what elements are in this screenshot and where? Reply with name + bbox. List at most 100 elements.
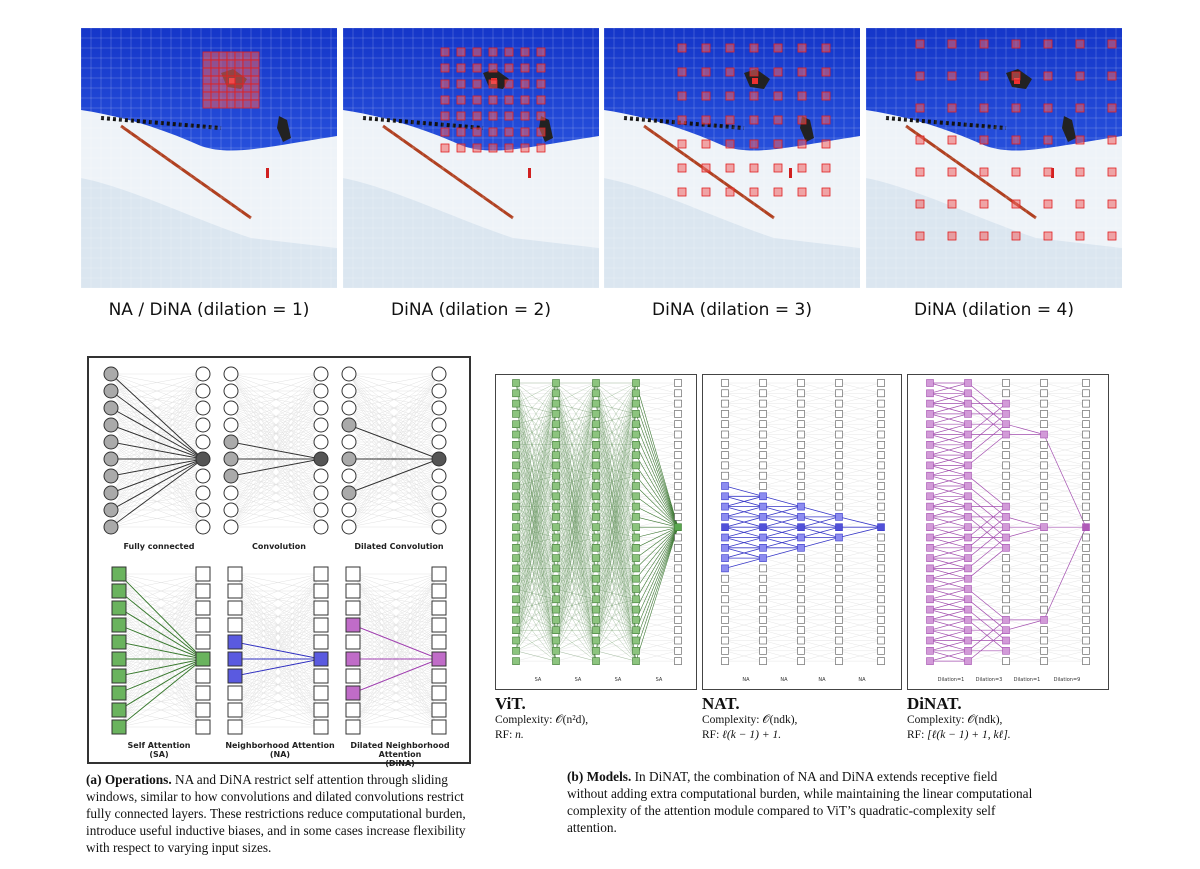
dinat-node-1-11: [964, 492, 972, 501]
dinat-node-2-21: [1002, 595, 1010, 604]
nat-node-0-13: [721, 513, 729, 521]
top-out-1-7: [313, 485, 329, 501]
vit-node-0-1: [512, 389, 520, 398]
vit-node-4-19: [674, 574, 682, 583]
dinat-node-1-1: [964, 389, 972, 398]
dinat-node-1-2: [964, 399, 972, 408]
bot-edge-0-3: [118, 624, 204, 660]
spectators: [885, 116, 1007, 130]
nat-node-0-4: [721, 420, 729, 429]
top-out-1-6: [313, 468, 329, 484]
vit-node-1-21: [552, 595, 560, 604]
dinat-node-3-27: [1040, 657, 1048, 665]
vit-node-0-0: [512, 379, 520, 387]
vit-node-1-7: [552, 451, 560, 459]
nat-layer-label-1: NA: [780, 677, 788, 683]
top-in-1-5: [223, 451, 239, 467]
vit-node-2-10: [592, 482, 600, 490]
vit-node-1-22: [552, 605, 560, 614]
vit-node-1-6: [552, 441, 560, 449]
vit-node-1-24: [552, 626, 560, 634]
vit-final-edge-1: [635, 393, 679, 528]
neighborhood-grid: [440, 47, 546, 153]
bot-in-1-8: [227, 702, 243, 718]
nat-node-0-3: [721, 410, 729, 418]
dinat-node-1-5: [964, 430, 972, 439]
top-edge-0-8: [110, 458, 204, 511]
dinat-layer-label-3: Dilation=9: [1054, 677, 1081, 683]
dinat-node-4-10: [1082, 482, 1090, 490]
dinat-node-4-26: [1082, 646, 1090, 655]
nat-node-3-18: [835, 564, 843, 573]
bot-out-0-6: [195, 668, 211, 684]
nat-node-4-26: [877, 646, 885, 655]
spectators: [100, 116, 222, 130]
nat-node-1-26: [759, 646, 767, 655]
bot-in-2-1: [345, 583, 361, 599]
dinat-node-3-17: [1040, 554, 1048, 562]
vit-node-1-12: [552, 502, 560, 511]
nat-node-1-20: [759, 585, 767, 593]
top-in-0-7: [103, 485, 119, 501]
bot-out-0-0: [195, 566, 211, 582]
top-edge-0-2: [110, 407, 204, 460]
dinat-node-0-3: [926, 410, 934, 418]
bot-out-2-0: [431, 566, 447, 582]
vit-final-edge-11: [635, 496, 679, 528]
dinat-node-1-18: [964, 564, 972, 573]
bot-in-0-6: [111, 668, 127, 684]
vit-node-4-20: [674, 585, 682, 593]
top-out-0-8: [195, 502, 211, 518]
vit-layer-label-2: SA: [615, 677, 622, 683]
bot-in-1-3: [227, 617, 243, 633]
vit-node-2-25: [592, 636, 600, 645]
dinat-node-0-27: [926, 657, 934, 665]
vit-node-3-24: [632, 626, 640, 634]
nat-node-4-12: [877, 502, 885, 511]
vit-node-2-13: [592, 513, 600, 521]
label-self-attention: Self Attention (SA): [109, 741, 209, 759]
bot-out-2-7: [431, 685, 447, 701]
dinat-node-4-20: [1082, 585, 1090, 593]
vit-node-2-6: [592, 441, 600, 449]
dinat-box: Dilation=1 Dilation=3 Dilation=1 Dilation=9: [907, 374, 1109, 690]
nat-node-0-6: [721, 441, 729, 449]
bot-out-2-2: [431, 600, 447, 616]
dinat-node-3-1: [1040, 389, 1048, 398]
bot-in-0-3: [111, 617, 127, 633]
vit-node-2-20: [592, 585, 600, 593]
vit-node-0-25: [512, 636, 520, 645]
vit-node-2-5: [592, 430, 600, 439]
bot-out-0-1: [195, 583, 211, 599]
nat-node-1-5: [759, 430, 767, 439]
nat-node-3-6: [835, 441, 843, 449]
dinat-node-1-21: [964, 595, 972, 604]
nat-node-2-9: [797, 471, 805, 480]
top-out-0-5: [195, 451, 211, 467]
vit-complexity-value: 𝒪(n²d),: [555, 714, 589, 726]
dinat-node-0-25: [926, 636, 934, 645]
dinat-layer-label-2: Dilation=1: [1014, 677, 1041, 683]
vit-node-3-8: [632, 461, 640, 470]
nat-node-3-2: [835, 399, 843, 408]
nat-node-3-24: [835, 626, 843, 634]
bot-out-0-9: [195, 719, 211, 735]
vit-node-3-10: [632, 482, 640, 490]
nat-node-3-7: [835, 451, 843, 459]
vit-final-edge-8: [635, 465, 679, 528]
vit-node-3-20: [632, 585, 640, 593]
nat-node-2-7: [797, 451, 805, 459]
dinat-node-1-3: [964, 410, 972, 418]
vit-node-3-2: [632, 399, 640, 408]
vit-node-1-3: [552, 410, 560, 418]
nat-node-1-14: [759, 523, 767, 531]
bot-in-0-2: [111, 600, 127, 616]
nat-node-1-24: [759, 626, 767, 634]
nat-node-0-18: [721, 564, 729, 573]
nat-node-4-4: [877, 420, 885, 429]
top-out-2-6: [431, 468, 447, 484]
top-out-1-5: [313, 451, 329, 467]
top-in-2-9: [341, 519, 357, 535]
nat-layer-label-3: NA: [858, 677, 866, 683]
dinat-node-2-24: [1002, 626, 1010, 634]
